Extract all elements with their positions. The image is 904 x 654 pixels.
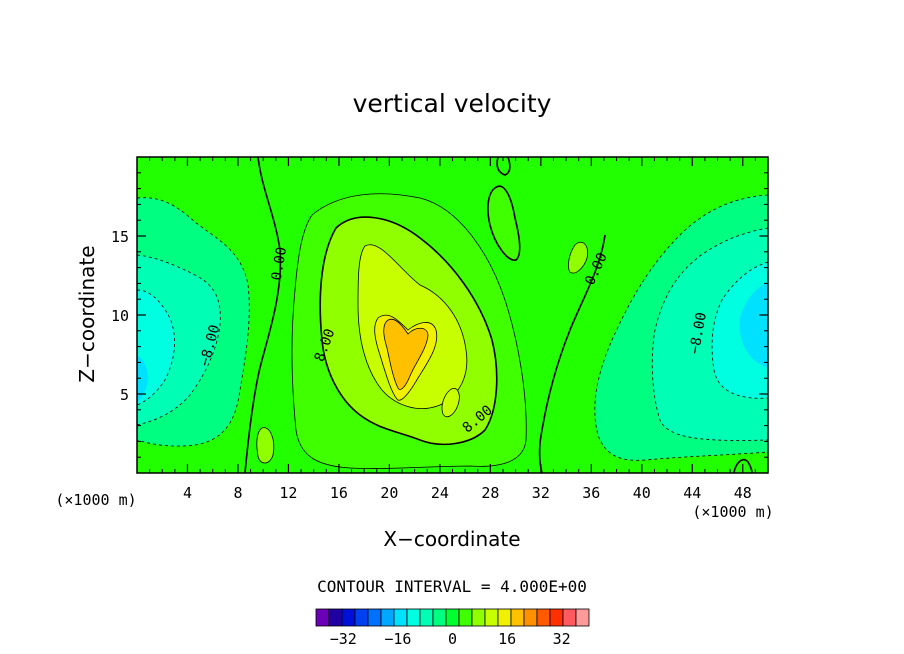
- contour-fields: [137, 157, 768, 473]
- contour-region-neg16-left: [137, 355, 148, 402]
- colorbar-swatch: [380, 608, 395, 627]
- colorbar-swatch: [367, 608, 382, 627]
- x-tick-label: 48: [734, 484, 752, 502]
- x-axis-label: X−coordinate: [383, 527, 520, 551]
- x-tick-label: 36: [582, 484, 600, 502]
- colorbar-swatch: [432, 608, 447, 627]
- contour-region-pos12-small: [441, 388, 460, 418]
- colorbar-swatch: [471, 608, 486, 627]
- contour-interval-label: CONTOUR INTERVAL = 4.000E+00: [317, 577, 587, 596]
- y-tick-label: 5: [120, 386, 129, 404]
- colorbar-swatch: [484, 608, 499, 627]
- zero-contour-left: [244, 157, 282, 473]
- contour-cell-upper: [487, 185, 521, 261]
- y-tick-label: 10: [111, 307, 129, 325]
- colorbar-swatch: [393, 608, 408, 627]
- x-tick-label: 12: [279, 484, 297, 502]
- y-axis: 5 10 15: [111, 172, 768, 458]
- contour-region-pos20: [383, 318, 429, 390]
- colorbar-tick-label: 32: [553, 630, 571, 648]
- colorbar-swatch: [406, 608, 421, 627]
- contour-cell-lower-right: [733, 458, 753, 473]
- colorbar-swatch: [341, 608, 356, 627]
- x-tick-label: 44: [683, 484, 701, 502]
- x-tick-label: 8: [233, 484, 242, 502]
- x-tick-label: 28: [481, 484, 499, 502]
- colorbar-swatch: [562, 608, 577, 627]
- x-unit-right: (×1000 m): [692, 503, 773, 521]
- colorbar-tick-label: 16: [498, 630, 516, 648]
- y-tick-label: 15: [111, 228, 129, 246]
- colorbar-swatch: [328, 608, 343, 627]
- colorbar-swatch: [510, 608, 525, 627]
- x-tick-label: 40: [633, 484, 651, 502]
- x-tick-label: 32: [532, 484, 550, 502]
- colorbar-swatch: [497, 608, 512, 627]
- y-axis-label: Z−coordinate: [75, 245, 99, 382]
- colorbar-swatch: [536, 608, 551, 627]
- contour-region-neg16-right: [739, 282, 768, 368]
- contour-cell-lower-left: [256, 427, 275, 464]
- colorbar-swatch: [419, 608, 434, 627]
- colorbar-swatch: [523, 608, 538, 627]
- zero-contour-top: [496, 157, 511, 176]
- colorbar-swatch: [354, 608, 369, 627]
- contour-label: −8.00: [687, 311, 710, 355]
- contour-label: 0.00: [269, 246, 291, 282]
- colorbar-swatch: [549, 608, 564, 627]
- x-tick-label: 4: [183, 484, 192, 502]
- colorbar-tick-label: −32: [330, 630, 357, 648]
- colorbar-tick-label: −16: [384, 630, 411, 648]
- colorbar-tick-label: 0: [448, 630, 457, 648]
- x-axis: 4 8 12 16 20 24 28 32 36 40 44 48: [149, 157, 756, 502]
- zero-contour-right: [538, 234, 606, 473]
- colorbar-swatch: [315, 608, 330, 627]
- x-tick-label: 16: [330, 484, 348, 502]
- chart-title: vertical velocity: [353, 89, 552, 118]
- x-tick-label: 24: [431, 484, 449, 502]
- colorbar-swatch: [445, 608, 460, 627]
- colorbar-swatch: [575, 608, 590, 627]
- colorbar-swatch: [458, 608, 473, 627]
- x-tick-label: 20: [380, 484, 398, 502]
- contour-cell-right: [567, 241, 589, 274]
- x-unit-left: (×1000 m): [55, 491, 136, 509]
- colorbar: −32 −16 0 16 32: [315, 608, 590, 648]
